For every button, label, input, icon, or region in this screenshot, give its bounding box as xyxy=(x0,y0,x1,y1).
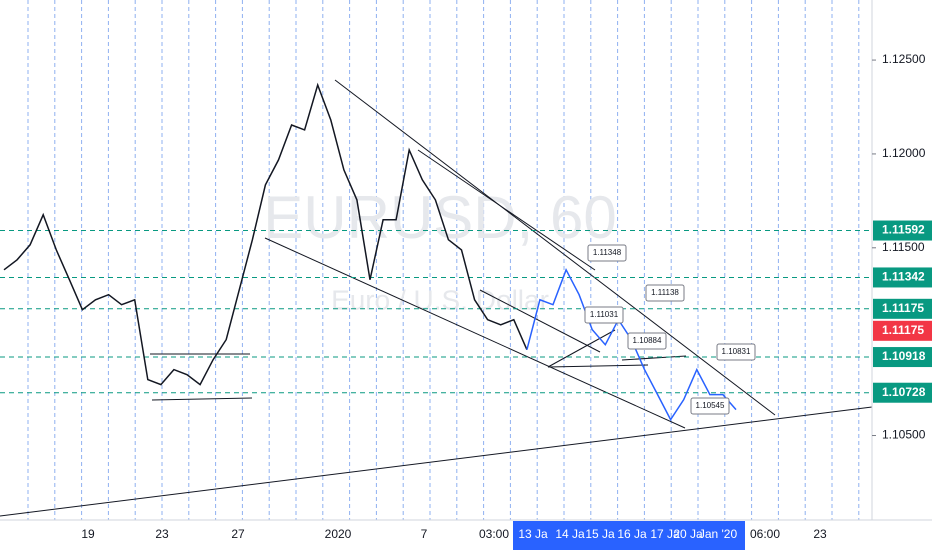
plot: 1.11348 1.11138 1.11031 1.10884 1.10831 1.105… xyxy=(0,82,872,422)
last-price-label: 1.11175 xyxy=(882,323,924,337)
x-tick-label: 15 Ja xyxy=(585,527,615,541)
x-tick-label: 2020 xyxy=(325,527,352,541)
callout-box xyxy=(716,343,756,361)
x-tick-label: 16 Ja xyxy=(617,527,647,541)
last-price-box xyxy=(873,320,932,341)
trend-line xyxy=(151,397,253,401)
x-tick-label: 13 Ja xyxy=(518,527,548,541)
trend-line xyxy=(264,237,686,429)
x-tick-label: 19 xyxy=(81,527,95,541)
y-tick-label: 1.11500 xyxy=(882,240,925,254)
callout-box xyxy=(645,284,685,302)
x-tick-label: 20 Ja xyxy=(673,527,703,541)
price-label-box xyxy=(873,382,932,403)
watermark-sub: Euro / U.S. Dollar xyxy=(331,284,549,315)
trend-lines xyxy=(0,79,873,517)
trend-line xyxy=(547,364,649,368)
price-label: 1.11175 xyxy=(882,301,924,315)
trend-line xyxy=(547,329,616,368)
price-label-box xyxy=(873,298,932,319)
x-tick-label: 23 xyxy=(813,527,827,541)
x-tick-label: 17 Ja xyxy=(650,527,680,541)
price-label-box xyxy=(873,220,932,241)
callout-label: 1.11031 xyxy=(590,310,619,319)
x-tick-label: 27 xyxy=(231,527,245,541)
callout-box xyxy=(690,397,730,415)
x-tick-label: 06:00 xyxy=(750,527,780,541)
price-label-box xyxy=(873,267,932,288)
trend-line xyxy=(334,79,776,416)
x-tick-label: 14 Ja xyxy=(555,527,585,541)
callout-label: 1.10831 xyxy=(722,347,751,356)
price-label: 1.10918 xyxy=(882,349,926,363)
x-tick-label: 7 xyxy=(421,527,428,541)
callout-box xyxy=(627,332,667,350)
callout-box xyxy=(584,306,624,324)
trend-line xyxy=(479,289,601,353)
price-label: 1.11592 xyxy=(882,223,925,237)
y-tick-label: 1.10500 xyxy=(882,428,926,442)
time-range-highlight xyxy=(513,521,745,550)
x-tick-label: 23 xyxy=(155,527,169,541)
price-label: 1.10728 xyxy=(882,385,926,399)
callout-label: 1.11348 xyxy=(593,248,622,257)
axes: 1.12500 1.12000 1.11500 1.10500 1.11592 1.113… xyxy=(81,52,932,541)
y-tick-label: 1.12500 xyxy=(882,52,926,66)
trend-line xyxy=(417,149,596,271)
trend-line xyxy=(0,406,873,517)
price-line xyxy=(3,82,528,386)
callout-label: 1.11138 xyxy=(651,288,679,297)
callout-label: 1.10545 xyxy=(696,401,725,410)
callout-box xyxy=(587,244,627,262)
watermark: EURUSD, 60 xyxy=(263,184,616,251)
vertical-grid xyxy=(27,0,860,520)
price-label: 1.11342 xyxy=(882,270,925,284)
callout-label: 1.10884 xyxy=(633,336,662,345)
x-tick-label: Jan '20 xyxy=(699,527,738,541)
x-tick-label: 03:00 xyxy=(479,527,509,541)
price-label-box xyxy=(873,347,932,368)
y-tick-label: 1.12000 xyxy=(882,146,926,160)
